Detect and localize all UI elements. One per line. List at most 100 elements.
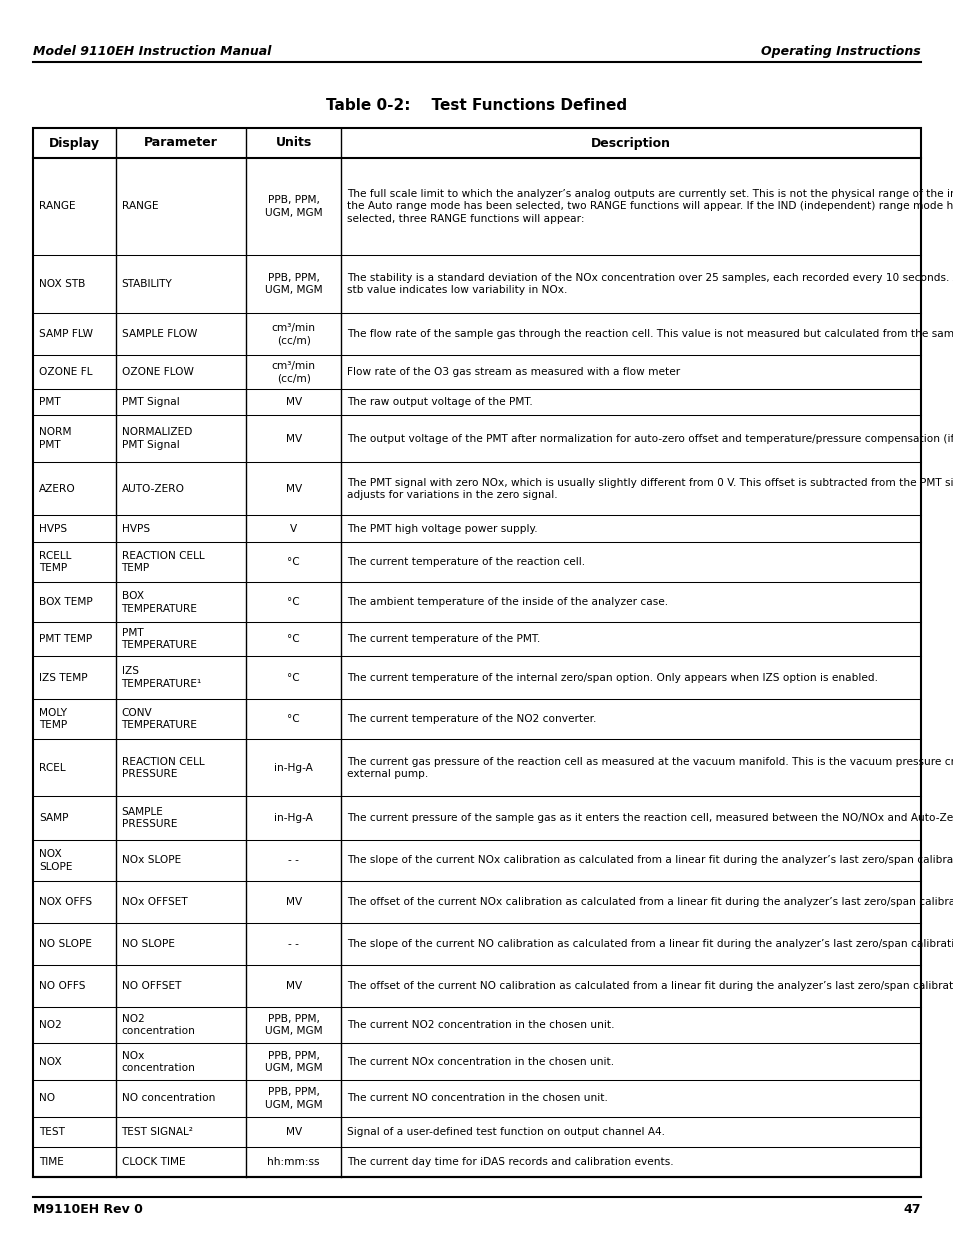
Text: in-Hg-A: in-Hg-A [274, 763, 313, 773]
Text: PMT TEMP: PMT TEMP [39, 634, 92, 645]
Text: - -: - - [288, 939, 298, 948]
Text: NO OFFSET: NO OFFSET [121, 981, 181, 990]
Text: The PMT signal with zero NOx, which is usually slightly different from 0 V. This: The PMT signal with zero NOx, which is u… [347, 478, 953, 500]
Text: NOX
SLOPE: NOX SLOPE [39, 850, 72, 872]
Text: HVPS: HVPS [121, 524, 150, 534]
Text: 47: 47 [902, 1203, 920, 1216]
Text: in-Hg-A: in-Hg-A [274, 813, 313, 823]
Text: RCEL: RCEL [39, 763, 66, 773]
Text: NO concentration: NO concentration [121, 1093, 214, 1104]
Text: The current temperature of the internal zero/span option. Only appears when IZS : The current temperature of the internal … [347, 673, 877, 683]
Text: SAMPLE FLOW: SAMPLE FLOW [121, 330, 196, 340]
Text: The offset of the current NO calibration as calculated from a linear fit during : The offset of the current NO calibration… [347, 981, 953, 990]
Text: hh:mm:ss: hh:mm:ss [267, 1157, 319, 1167]
Text: AUTO-ZERO: AUTO-ZERO [121, 484, 184, 494]
Text: PPB, PPM,
UGM, MGM: PPB, PPM, UGM, MGM [265, 1051, 322, 1073]
Text: PMT: PMT [39, 396, 61, 406]
Text: MV: MV [285, 981, 301, 990]
Text: M9110EH Rev 0: M9110EH Rev 0 [33, 1203, 143, 1216]
Text: PPB, PPM,
UGM, MGM: PPB, PPM, UGM, MGM [265, 195, 322, 217]
Text: AZERO: AZERO [39, 484, 75, 494]
Text: MV: MV [285, 897, 301, 908]
Text: Description: Description [591, 137, 670, 149]
Text: NORMALIZED
PMT Signal: NORMALIZED PMT Signal [121, 427, 192, 450]
Text: REACTION CELL
TEMP: REACTION CELL TEMP [121, 551, 204, 573]
Text: - -: - - [288, 856, 298, 866]
Text: BOX TEMP: BOX TEMP [39, 598, 92, 608]
Text: Units: Units [275, 137, 312, 149]
Text: The current NO concentration in the chosen unit.: The current NO concentration in the chos… [347, 1093, 607, 1104]
Text: CLOCK TIME: CLOCK TIME [121, 1157, 185, 1167]
Text: NO: NO [39, 1093, 55, 1104]
Text: The current day time for iDAS records and calibration events.: The current day time for iDAS records an… [347, 1157, 673, 1167]
Text: The flow rate of the sample gas through the reaction cell. This value is not mea: The flow rate of the sample gas through … [347, 330, 953, 340]
Text: The slope of the current NO calibration as calculated from a linear fit during t: The slope of the current NO calibration … [347, 939, 953, 948]
Text: °C: °C [287, 634, 299, 645]
Text: CONV
TEMPERATURE: CONV TEMPERATURE [121, 708, 197, 730]
Text: NO SLOPE: NO SLOPE [39, 939, 91, 948]
Text: NOX: NOX [39, 1057, 62, 1067]
Text: PPB, PPM,
UGM, MGM: PPB, PPM, UGM, MGM [265, 1087, 322, 1110]
Text: Table 0-2:    Test Functions Defined: Table 0-2: Test Functions Defined [326, 98, 627, 112]
Text: SAMP FLW: SAMP FLW [39, 330, 92, 340]
Text: NOx OFFSET: NOx OFFSET [121, 897, 187, 908]
Text: OZONE FLOW: OZONE FLOW [121, 367, 193, 377]
Text: The current temperature of the NO2 converter.: The current temperature of the NO2 conve… [347, 714, 596, 724]
Text: The current temperature of the PMT.: The current temperature of the PMT. [347, 634, 539, 645]
Text: RCELL
TEMP: RCELL TEMP [39, 551, 71, 573]
Text: NOX OFFS: NOX OFFS [39, 897, 92, 908]
Text: PMT
TEMPERATURE: PMT TEMPERATURE [121, 627, 197, 651]
Text: The raw output voltage of the PMT.: The raw output voltage of the PMT. [347, 396, 533, 406]
Text: MV: MV [285, 396, 301, 406]
Text: The current NOx concentration in the chosen unit.: The current NOx concentration in the cho… [347, 1057, 614, 1067]
Text: MV: MV [285, 1126, 301, 1137]
Text: Display: Display [49, 137, 100, 149]
Text: The ambient temperature of the inside of the analyzer case.: The ambient temperature of the inside of… [347, 598, 667, 608]
Text: RANGE: RANGE [39, 201, 75, 211]
Text: TEST SIGNAL²: TEST SIGNAL² [121, 1126, 193, 1137]
Text: The PMT high voltage power supply.: The PMT high voltage power supply. [347, 524, 537, 534]
Text: The current pressure of the sample gas as it enters the reaction cell, measured : The current pressure of the sample gas a… [347, 813, 953, 823]
Text: PPB, PPM,
UGM, MGM: PPB, PPM, UGM, MGM [265, 273, 322, 295]
Text: REACTION CELL
PRESSURE: REACTION CELL PRESSURE [121, 757, 204, 779]
Text: The slope of the current NOx calibration as calculated from a linear fit during : The slope of the current NOx calibration… [347, 856, 953, 866]
Text: TIME: TIME [39, 1157, 64, 1167]
Text: TEST: TEST [39, 1126, 65, 1137]
Text: MOLY
TEMP: MOLY TEMP [39, 708, 67, 730]
Text: The full scale limit to which the analyzer’s analog outputs are currently set. T: The full scale limit to which the analyz… [347, 189, 953, 224]
Text: NO2: NO2 [39, 1020, 62, 1030]
Text: Operating Instructions: Operating Instructions [760, 44, 920, 58]
Text: Flow rate of the O3 gas stream as measured with a flow meter: Flow rate of the O3 gas stream as measur… [347, 367, 679, 377]
Text: Signal of a user-defined test function on output channel A4.: Signal of a user-defined test function o… [347, 1126, 664, 1137]
Text: °C: °C [287, 598, 299, 608]
Text: OZONE FL: OZONE FL [39, 367, 92, 377]
Bar [33, 128, 920, 1177]
Text: The current NO2 concentration in the chosen unit.: The current NO2 concentration in the cho… [347, 1020, 614, 1030]
Text: MV: MV [285, 433, 301, 443]
Text: cm³/min
(cc/m): cm³/min (cc/m) [272, 324, 315, 346]
Text: NOX STB: NOX STB [39, 279, 85, 289]
Text: NO OFFS: NO OFFS [39, 981, 86, 990]
Text: The current gas pressure of the reaction cell as measured at the vacuum manifold: The current gas pressure of the reaction… [347, 757, 953, 779]
Text: NOx SLOPE: NOx SLOPE [121, 856, 181, 866]
Text: IZS
TEMPERATURE¹: IZS TEMPERATURE¹ [121, 667, 202, 689]
Text: RANGE: RANGE [121, 201, 158, 211]
Text: The stability is a standard deviation of the NOx concentration over 25 samples, : The stability is a standard deviation of… [347, 273, 953, 295]
Text: MV: MV [285, 484, 301, 494]
Text: NO2
concentration: NO2 concentration [121, 1014, 195, 1036]
Text: Parameter: Parameter [144, 137, 217, 149]
Text: °C: °C [287, 673, 299, 683]
Text: V: V [290, 524, 297, 534]
Text: STABILITY: STABILITY [121, 279, 172, 289]
Text: PPB, PPM,
UGM, MGM: PPB, PPM, UGM, MGM [265, 1014, 322, 1036]
Text: NORM
PMT: NORM PMT [39, 427, 71, 450]
Text: The output voltage of the PMT after normalization for auto-zero offset and tempe: The output voltage of the PMT after norm… [347, 433, 953, 443]
Text: NO SLOPE: NO SLOPE [121, 939, 174, 948]
Text: SAMP: SAMP [39, 813, 69, 823]
Text: PMT Signal: PMT Signal [121, 396, 179, 406]
Text: The offset of the current NOx calibration as calculated from a linear fit during: The offset of the current NOx calibratio… [347, 897, 953, 908]
Text: cm³/min
(cc/m): cm³/min (cc/m) [272, 361, 315, 383]
Text: °C: °C [287, 714, 299, 724]
Text: °C: °C [287, 557, 299, 567]
Text: BOX
TEMPERATURE: BOX TEMPERATURE [121, 592, 197, 614]
